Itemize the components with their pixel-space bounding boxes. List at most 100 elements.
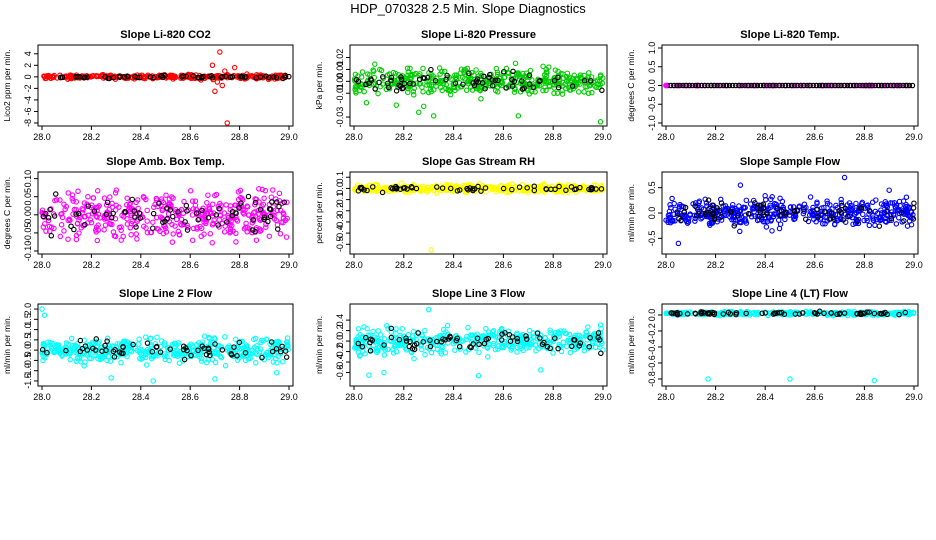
data-point [57,233,64,240]
data-point [895,214,902,221]
black-data-point [482,185,489,191]
data-point [217,212,223,218]
data-point [65,236,71,242]
data-point [209,356,216,363]
outlier-point [231,64,238,71]
data-point [702,196,708,203]
data-point [189,343,195,349]
black-data-point [403,335,409,341]
data-point [872,208,879,215]
data-point [75,188,81,195]
data-point [411,355,417,362]
outlier-point [212,88,218,95]
y-tick-label: -0.4 [647,339,657,355]
data-point [436,65,443,71]
black-data-point [368,76,374,82]
outlier-point [675,240,682,247]
black-data-point [523,336,530,342]
data-point [420,65,426,72]
data-point [212,359,219,366]
data-point [265,349,271,356]
data-point [94,237,101,244]
data-point [96,338,102,345]
x-tick-label: 28.8 [544,132,562,142]
data-point [469,336,475,342]
outlier-point [39,306,45,312]
data-point [111,233,118,239]
data-point [137,350,143,356]
black-data-point [674,82,680,89]
data-point [216,217,223,223]
black-data-point [261,214,268,221]
data-point [743,218,749,224]
data-point [67,217,73,224]
black-data-point [856,82,863,89]
data-point [97,215,103,221]
data-point [481,343,487,349]
data-point [503,65,510,72]
data-point [489,329,496,335]
black-data-point [850,82,857,89]
black-data-point [182,219,188,225]
data-point [776,225,783,232]
data-point [43,228,49,234]
black-data-point [242,350,249,356]
x-tick-label: 28.4 [132,392,150,402]
data-point [751,205,757,211]
data-point [222,362,229,369]
data-point [246,350,252,357]
data-point [465,324,471,331]
data-point [100,354,106,360]
data-point [205,343,212,349]
y-tick-label: 1.0 [647,42,657,55]
black-data-point [821,310,827,317]
black-data-point [47,206,53,213]
black-data-point [723,82,730,89]
data-point [163,192,169,198]
data-point [284,342,290,349]
y-tick-label: 0.05 [23,188,33,206]
x-tick-label: 28.2 [707,392,725,402]
data-point [121,214,127,220]
data-point [806,212,813,218]
black-data-point [355,188,362,194]
y-tick-label: -0.5 [647,231,657,247]
data-point [374,188,381,194]
data-point [249,350,256,356]
data-point [87,73,93,80]
data-point [133,199,139,206]
data-point [421,336,428,342]
black-data-point [129,196,135,203]
black-data-point [569,83,576,89]
data-point [425,89,432,96]
data-point [483,325,489,332]
data-point [149,354,155,360]
black-data-point [200,73,206,80]
black-data-point [281,199,288,206]
black-data-point [831,216,837,222]
black-data-point [362,81,369,88]
black-data-point [731,223,737,229]
black-data-point [576,343,583,349]
x-tick-label: 28.4 [445,260,463,270]
data-point [515,70,522,76]
x-tick-label: 28.6 [495,132,513,142]
data-point [129,218,135,225]
data-point [445,87,451,93]
y-tick-label: -0.3 [335,214,345,230]
black-data-point [443,76,449,83]
chart-panel: Slope Amb. Box Temp. degrees C per min. 28… [2,156,298,270]
black-data-point [771,310,778,316]
black-data-point [847,82,854,89]
black-data-point [521,85,527,91]
data-point [870,215,876,221]
data-point [123,202,130,208]
chart-title: Slope Li-820 Temp. [740,29,839,41]
black-data-point [563,187,569,194]
data-point [208,210,214,217]
data-point [576,89,582,95]
data-point [864,203,870,209]
data-point [198,233,204,240]
data-point [51,349,57,356]
black-data-point [726,82,733,89]
